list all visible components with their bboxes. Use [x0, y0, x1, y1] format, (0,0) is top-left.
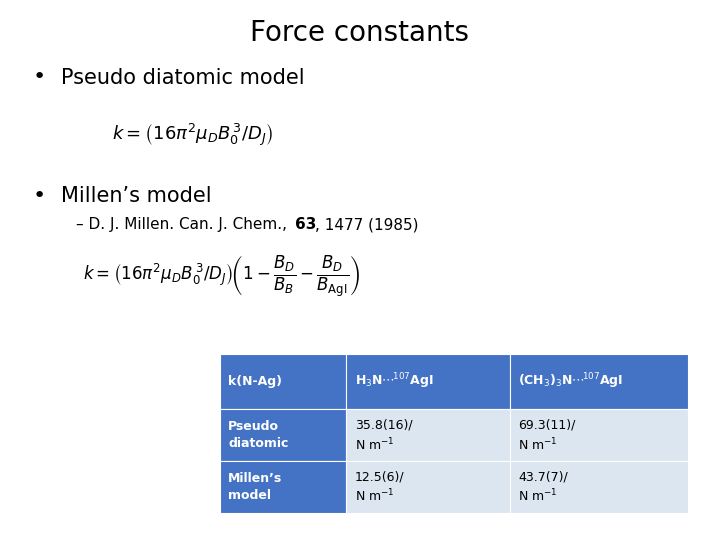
Text: N m$^{-1}$: N m$^{-1}$	[518, 488, 558, 505]
Text: 43.7(7)/: 43.7(7)/	[518, 470, 568, 483]
Bar	[220, 409, 346, 461]
Text: $k = \left(16\pi^2\mu_D B_0^{\,3}/D_J\right)\!\left(1 - \dfrac{B_D}{B_B} - \dfra: $k = \left(16\pi^2\mu_D B_0^{\,3}/D_J\ri…	[83, 254, 360, 299]
Bar	[510, 354, 688, 409]
Bar	[346, 409, 510, 461]
Bar	[510, 461, 688, 513]
Bar	[346, 461, 510, 513]
Text: Pseudo diatomic model: Pseudo diatomic model	[61, 68, 305, 87]
Text: $k = \left(16\pi^2\mu_D B_0^{\,3}/D_J\right)$: $k = \left(16\pi^2\mu_D B_0^{\,3}/D_J\ri…	[112, 122, 273, 148]
Text: N m$^{-1}$: N m$^{-1}$	[518, 436, 558, 453]
Bar	[346, 354, 510, 409]
Text: N m$^{-1}$: N m$^{-1}$	[355, 488, 395, 505]
Text: 63: 63	[295, 217, 317, 232]
Text: •: •	[32, 68, 45, 87]
Text: Force constants: Force constants	[251, 19, 469, 47]
Text: k(N-Ag): k(N-Ag)	[228, 375, 282, 388]
Text: N m$^{-1}$: N m$^{-1}$	[355, 436, 395, 453]
Text: H$_3$N$\cdots\!^{107}$AgI: H$_3$N$\cdots\!^{107}$AgI	[355, 372, 433, 392]
Text: – D. J. Millen. Can. J. Chem.,: – D. J. Millen. Can. J. Chem.,	[76, 217, 292, 232]
Text: Millen’s model: Millen’s model	[61, 186, 212, 206]
Bar	[220, 461, 346, 513]
Bar	[220, 354, 346, 409]
Text: 35.8(16)/: 35.8(16)/	[355, 418, 413, 431]
Text: •: •	[32, 186, 45, 206]
Text: 69.3(11)/: 69.3(11)/	[518, 418, 576, 431]
Text: 12.5(6)/: 12.5(6)/	[355, 470, 404, 483]
Text: (CH$_3$)$_3$N$\cdots\!^{107}$AgI: (CH$_3$)$_3$N$\cdots\!^{107}$AgI	[518, 372, 624, 392]
Text: Millen’s
model: Millen’s model	[228, 472, 282, 502]
Text: Pseudo
diatomic: Pseudo diatomic	[228, 420, 289, 450]
Bar	[510, 409, 688, 461]
Text: , 1477 (1985): , 1477 (1985)	[315, 217, 419, 232]
